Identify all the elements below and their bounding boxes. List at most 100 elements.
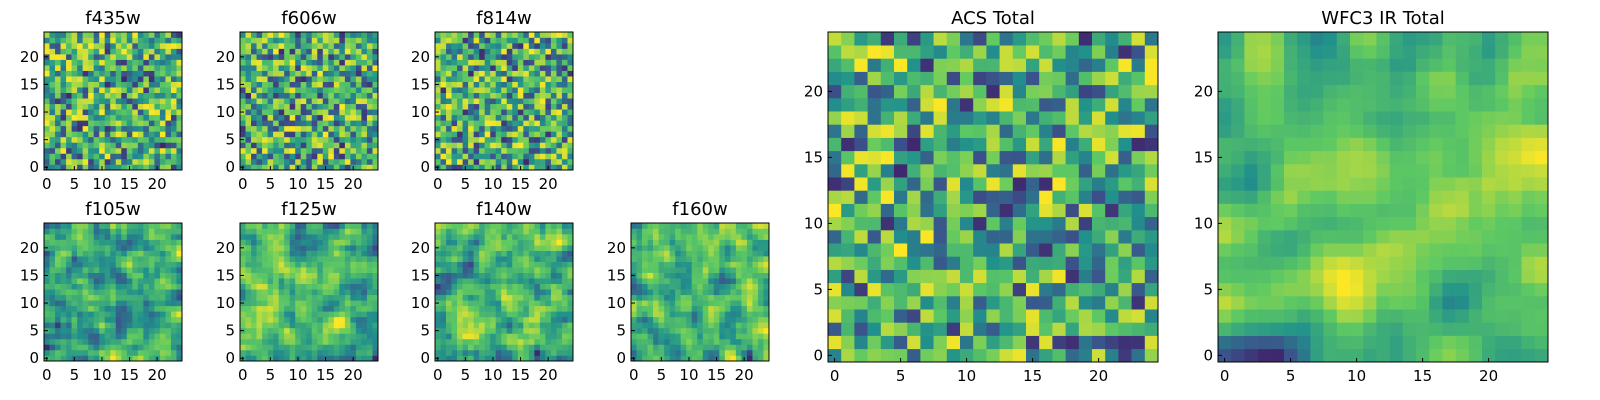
heatmap-cell <box>115 261 122 268</box>
heatmap-cell <box>251 136 257 143</box>
heatmap-cell <box>328 261 335 268</box>
heatmap-cell <box>539 76 546 82</box>
heatmap-cell <box>479 294 485 301</box>
heatmap-cell <box>66 158 72 165</box>
heatmap-cell <box>1052 150 1066 165</box>
heatmap-cell <box>176 223 183 229</box>
heatmap-cell <box>1118 348 1132 363</box>
heatmap-cell <box>355 153 362 160</box>
heatmap-cell <box>986 335 1000 350</box>
heatmap-cell <box>154 239 161 246</box>
heatmap-cell <box>93 234 100 240</box>
heatmap-cell <box>143 32 150 38</box>
heatmap-cell <box>534 338 541 345</box>
heatmap-cell <box>361 147 368 154</box>
heatmap-cell <box>372 103 379 110</box>
heatmap-cell <box>344 316 351 323</box>
heatmap-cell <box>946 256 961 270</box>
heatmap-cell <box>752 272 759 279</box>
heatmap-cell <box>137 355 144 362</box>
heatmap-cell <box>165 164 172 171</box>
heatmap-cell <box>512 305 519 312</box>
heatmap-cell <box>1144 150 1159 165</box>
heatmap-cell <box>82 245 89 251</box>
heatmap-cell <box>479 125 485 132</box>
heatmap-cell <box>664 355 670 362</box>
heatmap-cell <box>446 142 452 149</box>
heatmap-cell <box>880 335 895 350</box>
heatmap-cell <box>361 120 368 127</box>
heatmap-cell <box>506 120 513 127</box>
heatmap-cell <box>691 245 698 251</box>
heatmap-cell <box>110 70 117 77</box>
heatmap-cell <box>350 136 357 143</box>
heatmap-cell <box>946 348 961 363</box>
heatmap-cell <box>534 261 541 268</box>
heatmap-cell <box>44 234 50 240</box>
heatmap-cell <box>317 228 324 235</box>
heatmap-cell <box>251 70 257 77</box>
heatmap-cell <box>528 70 535 77</box>
heatmap-cell <box>154 158 161 165</box>
heatmap-cell <box>148 32 155 38</box>
heatmap-cell <box>451 305 458 312</box>
heatmap-cell <box>99 256 106 262</box>
heatmap-cell <box>350 316 357 323</box>
heatmap-cell <box>159 305 166 312</box>
heatmap-cell <box>960 230 974 244</box>
heatmap-cell <box>289 223 296 229</box>
heatmap-cell <box>999 216 1014 231</box>
heatmap-cell <box>446 131 452 138</box>
heatmap-cell <box>741 250 748 257</box>
heatmap-cell <box>300 344 307 351</box>
heatmap-cell <box>867 256 882 270</box>
heatmap-cell <box>680 228 687 235</box>
heatmap-cell <box>66 344 72 351</box>
heatmap-cell <box>451 272 458 279</box>
heatmap-cell <box>735 311 742 318</box>
heatmap-cell <box>344 114 351 121</box>
heatmap-cell <box>446 344 452 351</box>
heatmap-cell <box>148 98 155 105</box>
heatmap-cell <box>550 261 557 268</box>
heatmap-cell <box>528 294 535 301</box>
heatmap-cell <box>642 349 648 356</box>
heatmap-cell <box>267 54 274 60</box>
heatmap-cell <box>256 239 263 246</box>
heatmap-cell <box>501 98 508 105</box>
heatmap-cell <box>154 87 161 94</box>
heatmap-cell <box>355 278 362 285</box>
heatmap-cell <box>484 109 491 116</box>
heatmap-cell <box>350 311 357 318</box>
heatmap-cell <box>284 261 290 268</box>
heatmap-cell <box>295 283 302 290</box>
heatmap-cell <box>372 316 379 323</box>
heatmap-cell <box>631 316 637 323</box>
heatmap-cell <box>752 228 759 235</box>
heatmap-cell <box>636 322 643 329</box>
heatmap-cell <box>567 250 574 257</box>
heatmap-cell <box>960 269 974 284</box>
heatmap-cell <box>479 131 485 138</box>
heatmap-cell <box>719 289 726 296</box>
heatmap-cell <box>457 114 463 121</box>
heatmap-cell <box>506 125 513 132</box>
heatmap-cell <box>311 344 318 351</box>
heatmap-cell <box>539 164 546 171</box>
heatmap-cell <box>946 282 961 297</box>
heatmap-cell <box>77 147 83 154</box>
heatmap-cell <box>154 54 161 60</box>
heatmap-cell <box>719 311 726 318</box>
heatmap-cell <box>93 333 100 340</box>
heatmap-cell <box>561 54 568 60</box>
heatmap-cell <box>71 338 78 345</box>
heatmap-cell <box>77 256 83 262</box>
heatmap-cell <box>933 322 948 336</box>
heatmap-cell <box>71 234 78 240</box>
heatmap-cell <box>534 48 541 55</box>
heatmap-cell <box>691 278 698 285</box>
heatmap-cell <box>328 114 335 121</box>
heatmap-cell <box>66 349 72 356</box>
heatmap-cell <box>473 48 480 55</box>
heatmap-cell <box>479 54 485 60</box>
